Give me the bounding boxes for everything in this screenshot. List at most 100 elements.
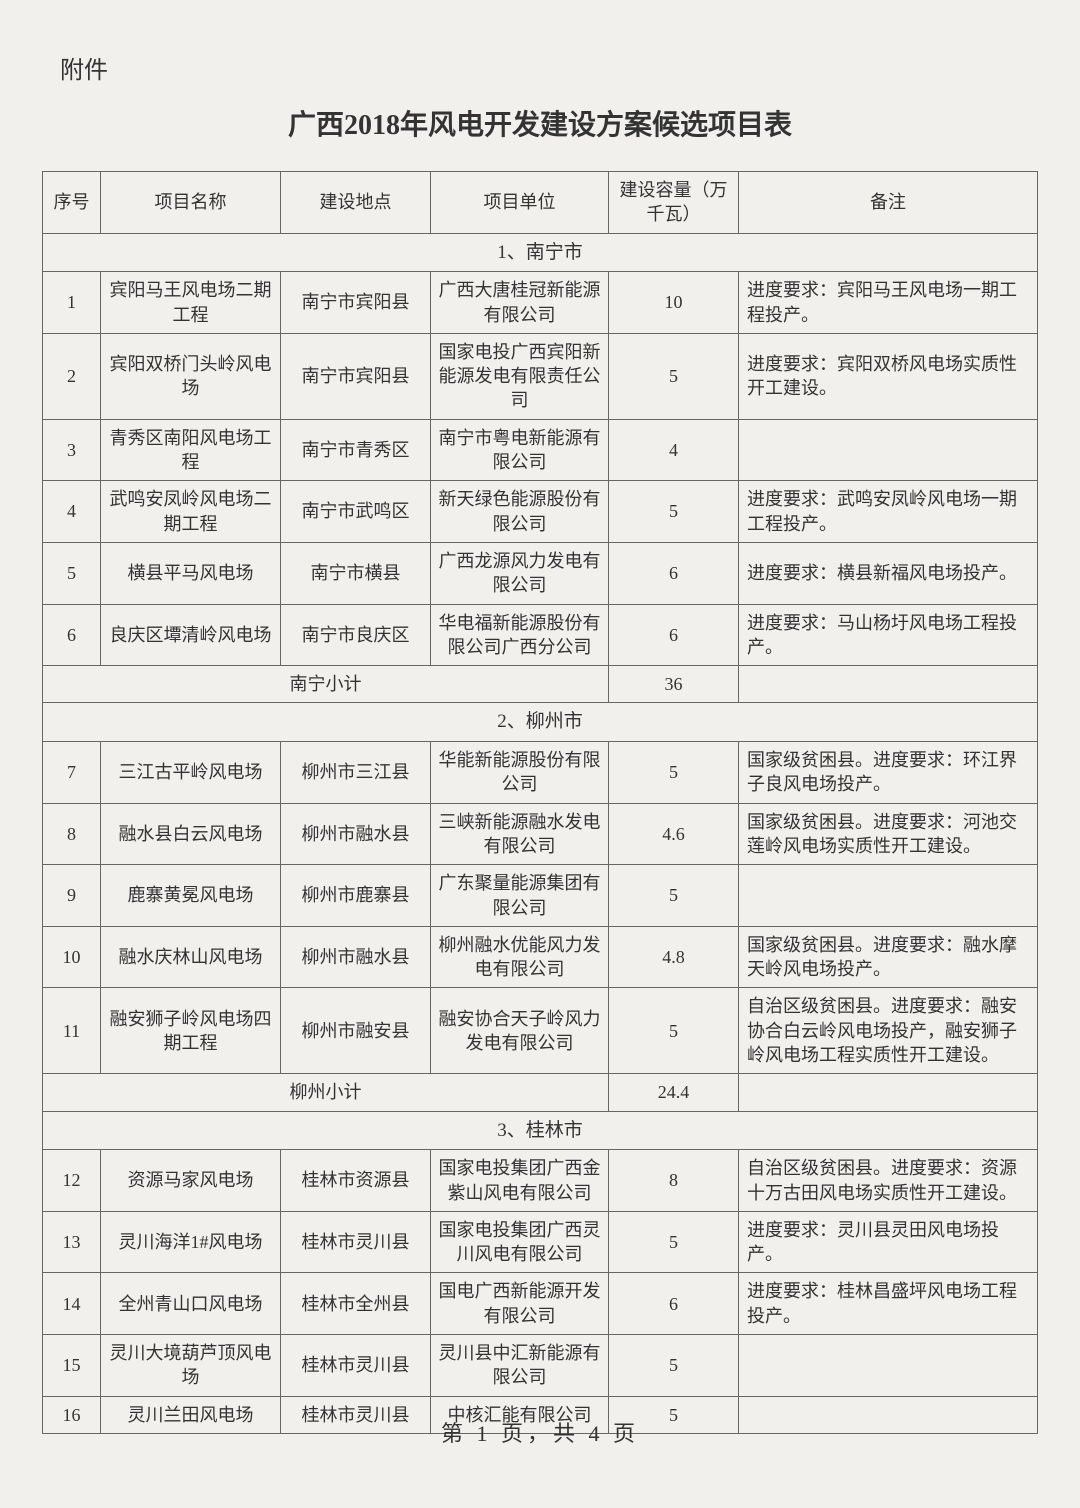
page-footer: 第 1 页，共 4 页 [0, 1416, 1080, 1448]
cell-seq: 6 [43, 604, 101, 666]
cell-note [739, 1335, 1038, 1397]
cell-loc: 南宁市宾阳县 [281, 272, 431, 334]
cell-unit: 新天绿色能源股份有限公司 [431, 481, 609, 543]
cell-seq: 10 [43, 926, 101, 988]
cell-note: 进度要求：武鸣安凤岭风电场一期工程投产。 [739, 481, 1038, 543]
cell-cap: 10 [609, 272, 739, 334]
cell-loc: 柳州市鹿寨县 [281, 865, 431, 927]
cell-note: 进度要求：横县新福风电场投产。 [739, 542, 1038, 604]
cell-name: 灵川海洋1#风电场 [101, 1211, 281, 1273]
cell-cap: 5 [609, 481, 739, 543]
table-row: 9鹿寨黄冕风电场柳州市鹿寨县广东聚量能源集团有限公司5 [43, 865, 1038, 927]
cell-unit: 国家电投广西宾阳新能源发电有限责任公司 [431, 333, 609, 419]
cell-note: 自治区级贫困县。进度要求：融安协合白云岭风电场投产，融安狮子岭风电场工程实质性开… [739, 988, 1038, 1074]
table-row: 1宾阳马王风电场二期工程南宁市宾阳县广西大唐桂冠新能源有限公司10进度要求：宾阳… [43, 272, 1038, 334]
cell-note: 进度要求：宾阳马王风电场一期工程投产。 [739, 272, 1038, 334]
col-note: 备注 [739, 172, 1038, 234]
cell-cap: 5 [609, 865, 739, 927]
cell-unit: 国电广西新能源开发有限公司 [431, 1273, 609, 1335]
cell-seq: 1 [43, 272, 101, 334]
cell-name: 青秀区南阳风电场工程 [101, 419, 281, 481]
cell-unit: 华电福新能源股份有限公司广西分公司 [431, 604, 609, 666]
subtotal-value: 24.4 [609, 1074, 739, 1111]
cell-loc: 桂林市资源县 [281, 1150, 431, 1212]
cell-loc: 南宁市武鸣区 [281, 481, 431, 543]
section-heading-row: 3、桂林市 [43, 1111, 1038, 1150]
table-row: 14全州青山口风电场桂林市全州县国电广西新能源开发有限公司6进度要求：桂林昌盛坪… [43, 1273, 1038, 1335]
table-row: 11融安狮子岭风电场四期工程柳州市融安县融安协合天子岭风力发电有限公司5自治区级… [43, 988, 1038, 1074]
cell-cap: 5 [609, 988, 739, 1074]
col-loc: 建设地点 [281, 172, 431, 234]
cell-unit: 灵川县中汇新能源有限公司 [431, 1335, 609, 1397]
cell-name: 融水庆林山风电场 [101, 926, 281, 988]
cell-seq: 11 [43, 988, 101, 1074]
cell-note: 进度要求：桂林昌盛坪风电场工程投产。 [739, 1273, 1038, 1335]
cell-unit: 国家电投集团广西灵川风电有限公司 [431, 1211, 609, 1273]
section-heading-row: 2、柳州市 [43, 703, 1038, 742]
cell-unit: 柳州融水优能风力发电有限公司 [431, 926, 609, 988]
cell-cap: 4.6 [609, 803, 739, 865]
subtotal-row: 柳州小计24.4 [43, 1074, 1038, 1111]
cell-loc: 桂林市灵川县 [281, 1211, 431, 1273]
cell-note: 国家级贫困县。进度要求：河池交莲岭风电场实质性开工建设。 [739, 803, 1038, 865]
subtotal-note-empty [739, 666, 1038, 703]
projects-table: 序号 项目名称 建设地点 项目单位 建设容量（万千瓦） 备注 1、南宁市1宾阳马… [42, 171, 1038, 1434]
attachment-label: 附件 [60, 50, 1038, 85]
col-name: 项目名称 [101, 172, 281, 234]
section-heading: 2、柳州市 [43, 703, 1038, 742]
cell-seq: 4 [43, 481, 101, 543]
cell-unit: 广东聚量能源集团有限公司 [431, 865, 609, 927]
cell-unit: 南宁市粤电新能源有限公司 [431, 419, 609, 481]
cell-name: 灵川大境葫芦顶风电场 [101, 1335, 281, 1397]
cell-name: 鹿寨黄冕风电场 [101, 865, 281, 927]
cell-loc: 柳州市融安县 [281, 988, 431, 1074]
table-row: 6良庆区墰清岭风电场南宁市良庆区华电福新能源股份有限公司广西分公司6进度要求：马… [43, 604, 1038, 666]
table-row: 3青秀区南阳风电场工程南宁市青秀区南宁市粤电新能源有限公司4 [43, 419, 1038, 481]
cell-seq: 13 [43, 1211, 101, 1273]
cell-seq: 5 [43, 542, 101, 604]
cell-seq: 15 [43, 1335, 101, 1397]
table-row: 10融水庆林山风电场柳州市融水县柳州融水优能风力发电有限公司4.8国家级贫困县。… [43, 926, 1038, 988]
table-header-row: 序号 项目名称 建设地点 项目单位 建设容量（万千瓦） 备注 [43, 172, 1038, 234]
cell-seq: 14 [43, 1273, 101, 1335]
cell-note: 进度要求：宾阳双桥风电场实质性开工建设。 [739, 333, 1038, 419]
section-heading: 1、南宁市 [43, 233, 1038, 272]
cell-seq: 3 [43, 419, 101, 481]
table-row: 7三江古平岭风电场柳州市三江县华能新能源股份有限公司5国家级贫困县。进度要求：环… [43, 742, 1038, 804]
cell-seq: 8 [43, 803, 101, 865]
page-title: 广西2018年风电开发建设方案候选项目表 [42, 103, 1038, 143]
table-row: 12资源马家风电场桂林市资源县国家电投集团广西金紫山风电有限公司8自治区级贫困县… [43, 1150, 1038, 1212]
table-row: 13灵川海洋1#风电场桂林市灵川县国家电投集团广西灵川风电有限公司5进度要求：灵… [43, 1211, 1038, 1273]
cell-loc: 南宁市宾阳县 [281, 333, 431, 419]
cell-loc: 柳州市三江县 [281, 742, 431, 804]
cell-name: 横县平马风电场 [101, 542, 281, 604]
subtotal-label: 柳州小计 [43, 1074, 609, 1111]
col-unit: 项目单位 [431, 172, 609, 234]
cell-cap: 6 [609, 542, 739, 604]
cell-unit: 融安协合天子岭风力发电有限公司 [431, 988, 609, 1074]
cell-cap: 5 [609, 1335, 739, 1397]
cell-name: 融水县白云风电场 [101, 803, 281, 865]
table-row: 5横县平马风电场南宁市横县广西龙源风力发电有限公司6进度要求：横县新福风电场投产… [43, 542, 1038, 604]
cell-name: 三江古平岭风电场 [101, 742, 281, 804]
cell-loc: 柳州市融水县 [281, 803, 431, 865]
cell-unit: 国家电投集团广西金紫山风电有限公司 [431, 1150, 609, 1212]
cell-name: 全州青山口风电场 [101, 1273, 281, 1335]
cell-cap: 5 [609, 742, 739, 804]
cell-loc: 南宁市青秀区 [281, 419, 431, 481]
cell-seq: 2 [43, 333, 101, 419]
cell-cap: 6 [609, 1273, 739, 1335]
cell-note: 国家级贫困县。进度要求：融水摩天岭风电场投产。 [739, 926, 1038, 988]
table-row: 4武鸣安凤岭风电场二期工程南宁市武鸣区新天绿色能源股份有限公司5进度要求：武鸣安… [43, 481, 1038, 543]
cell-seq: 12 [43, 1150, 101, 1212]
cell-cap: 6 [609, 604, 739, 666]
section-heading: 3、桂林市 [43, 1111, 1038, 1150]
cell-note [739, 419, 1038, 481]
subtotal-note-empty [739, 1074, 1038, 1111]
col-seq: 序号 [43, 172, 101, 234]
cell-loc: 南宁市横县 [281, 542, 431, 604]
table-row: 15灵川大境葫芦顶风电场桂林市灵川县灵川县中汇新能源有限公司5 [43, 1335, 1038, 1397]
cell-seq: 9 [43, 865, 101, 927]
cell-unit: 华能新能源股份有限公司 [431, 742, 609, 804]
table-row: 8融水县白云风电场柳州市融水县三峡新能源融水发电有限公司4.6国家级贫困县。进度… [43, 803, 1038, 865]
